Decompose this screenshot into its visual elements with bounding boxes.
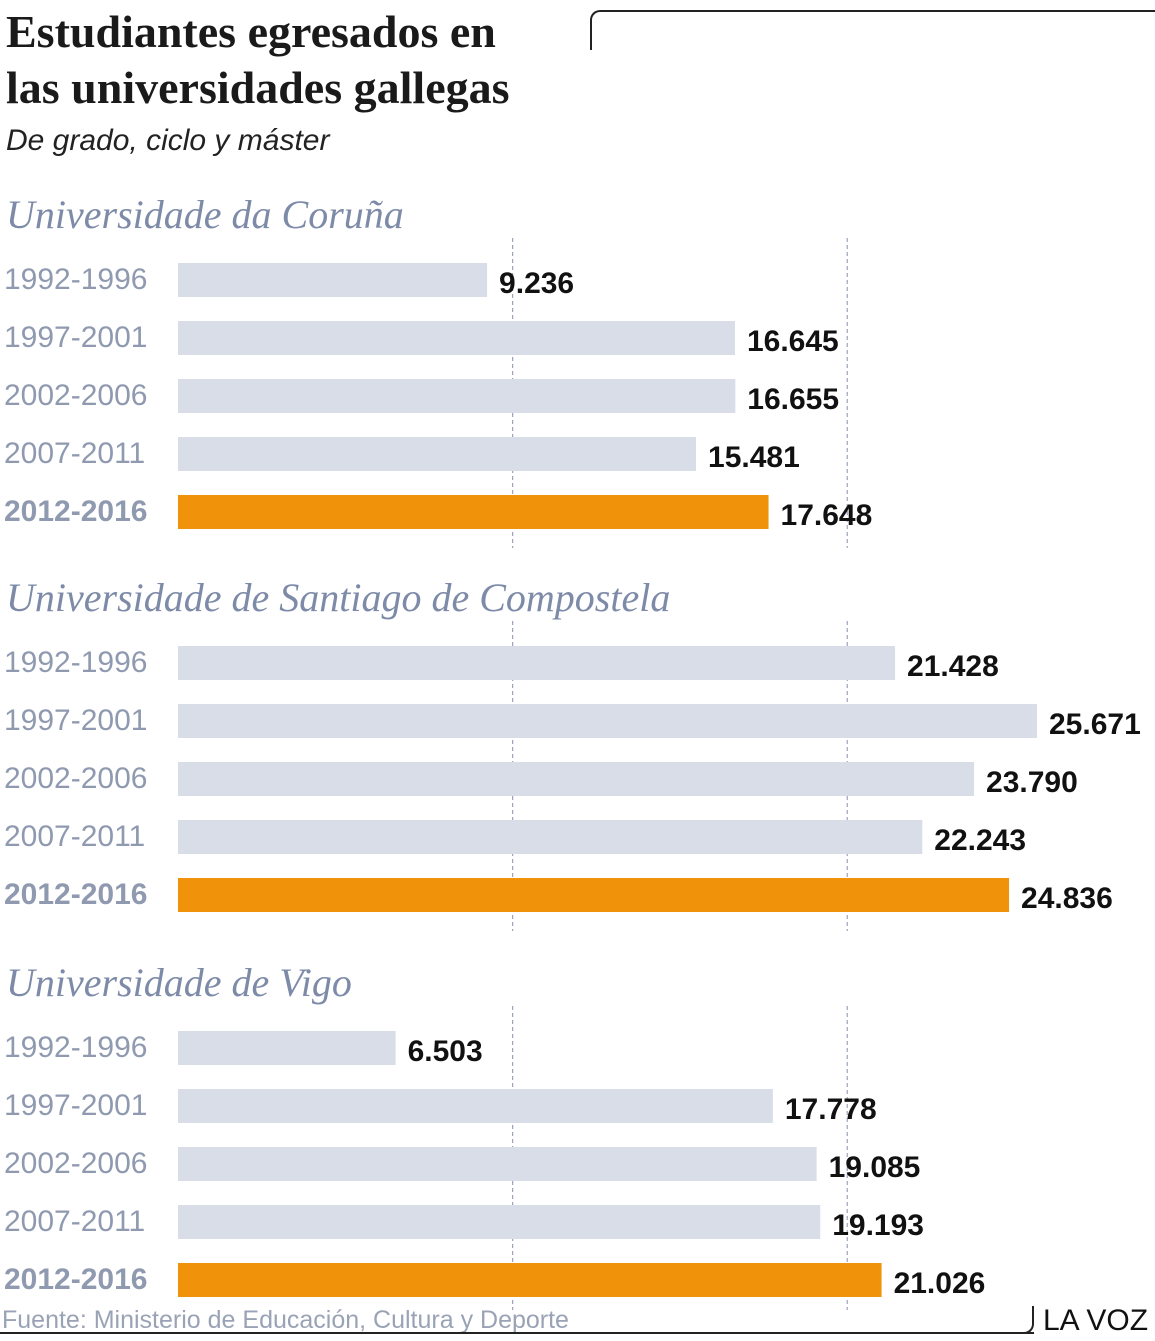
value-label: 16.655 — [747, 383, 839, 416]
bar-highlight — [178, 495, 769, 529]
bar — [178, 1089, 773, 1123]
bar — [178, 263, 488, 297]
value-label: 22.243 — [934, 824, 1026, 857]
value-label: 15.481 — [708, 441, 800, 474]
bar — [178, 379, 736, 413]
value-label: 16.645 — [747, 325, 839, 358]
section-title-3: Universidade de Vigo — [6, 960, 352, 1005]
period-label: 2012-2016 — [4, 878, 147, 911]
bar — [178, 1205, 821, 1239]
period-label: 1992-1996 — [4, 1031, 147, 1064]
bar — [178, 437, 697, 471]
value-label: 23.790 — [986, 766, 1078, 799]
bar — [178, 1147, 817, 1181]
period-label: 2002-2006 — [4, 762, 147, 795]
value-label: 9.236 — [499, 267, 574, 300]
value-label: 19.085 — [829, 1151, 921, 1184]
value-label: 17.778 — [785, 1093, 877, 1126]
footer-rule-corner — [1022, 1306, 1034, 1334]
bar-chart: Universidade da Coruña 1992-1996 9.236 1997… — [4, 192, 1141, 1310]
period-label: 1997-2001 — [4, 1089, 147, 1122]
chart-subtitle: De grado, ciclo y máster — [6, 124, 330, 157]
period-label: 2012-2016 — [4, 495, 147, 528]
bar — [178, 820, 923, 854]
section-title-2: Universidade de Santiago de Compostela — [6, 575, 670, 620]
bar — [178, 646, 896, 680]
bar — [178, 321, 735, 355]
chart-title-line-1: Estudiantes egresados en — [6, 6, 496, 57]
source-note: Fuente: Ministerio de Educación, Cultura… — [2, 1306, 569, 1334]
period-label: 1997-2001 — [4, 704, 147, 737]
period-label: 1992-1996 — [4, 646, 147, 679]
value-label: 19.193 — [832, 1209, 924, 1242]
chart-title-line-2: las universidades gallegas — [6, 62, 510, 113]
value-label: 25.671 — [1049, 708, 1141, 741]
period-label: 1997-2001 — [4, 321, 147, 354]
period-label: 2007-2011 — [4, 820, 145, 853]
value-label: 6.503 — [408, 1035, 483, 1068]
bar-highlight — [178, 1263, 882, 1297]
title-rule — [590, 10, 1155, 50]
period-label: 2012-2016 — [4, 1263, 147, 1296]
value-label: 21.026 — [894, 1267, 986, 1300]
period-label: 2007-2011 — [4, 437, 145, 470]
section-title-1: Universidade da Coruña — [6, 192, 404, 237]
bar-highlight — [178, 878, 1010, 912]
value-label: 21.428 — [907, 650, 999, 683]
period-label: 2002-2006 — [4, 1147, 147, 1180]
period-label: 1992-1996 — [4, 263, 147, 296]
footer-rule — [0, 1332, 1034, 1334]
chart-title: Estudiantes egresados en las universidad… — [6, 4, 510, 116]
bar — [178, 1031, 396, 1065]
period-label: 2007-2011 — [4, 1205, 145, 1238]
brand-logo-text: LA VOZ — [1043, 1304, 1149, 1337]
bar — [178, 704, 1037, 738]
period-label: 2002-2006 — [4, 379, 147, 412]
bar — [178, 762, 975, 796]
value-label: 17.648 — [781, 499, 873, 532]
value-label: 24.836 — [1021, 882, 1113, 915]
